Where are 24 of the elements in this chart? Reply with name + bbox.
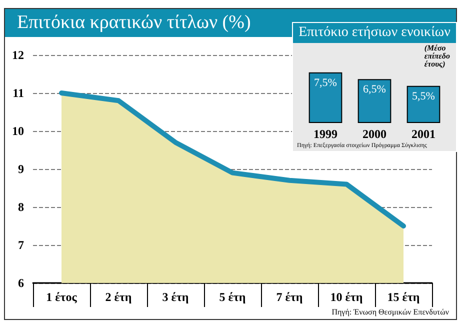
y-tick-label: 6 <box>18 276 24 290</box>
x-tick-label: 2000 <box>362 127 386 141</box>
x-tick-label: 2 έτη <box>105 290 132 304</box>
x-tick-label: 1 έτος <box>46 290 78 304</box>
x-tick-label: 3 έτη <box>162 290 189 304</box>
text: Πηγή: Ένωση Θεσμικών Επενδυτών <box>332 308 450 316</box>
x-tick-label: 15 έτη <box>387 290 420 304</box>
chart-title: Επιτόκια κρατικών τίτλων (%) <box>17 12 251 33</box>
y-tick-label: 7 <box>18 238 24 252</box>
chart-title: Επιτόκιο ετήσιων ενοικίων <box>293 23 456 43</box>
y-tick-label: 12 <box>12 48 24 62</box>
x-tick-label: 5 έτη <box>219 290 246 304</box>
x-tick-label: 10 έτη <box>330 290 363 304</box>
y-tick-label: 8 <box>18 200 24 214</box>
x-tick-label: 2001 <box>412 127 436 141</box>
y-tick-label: 10 <box>12 124 24 138</box>
data-label: 5,5% <box>412 90 435 102</box>
y-tick-label: 9 <box>18 162 24 176</box>
x-tick-label: 1999 <box>314 127 338 141</box>
chart-subtitle: (Μέσο επίπεδο έτους) <box>424 44 452 68</box>
data-label: 6,5% <box>363 84 386 96</box>
y-tick-label: 11 <box>12 86 24 100</box>
x-tick-label: 7 έτη <box>276 290 303 304</box>
data-label: 7,5% <box>314 76 337 89</box>
